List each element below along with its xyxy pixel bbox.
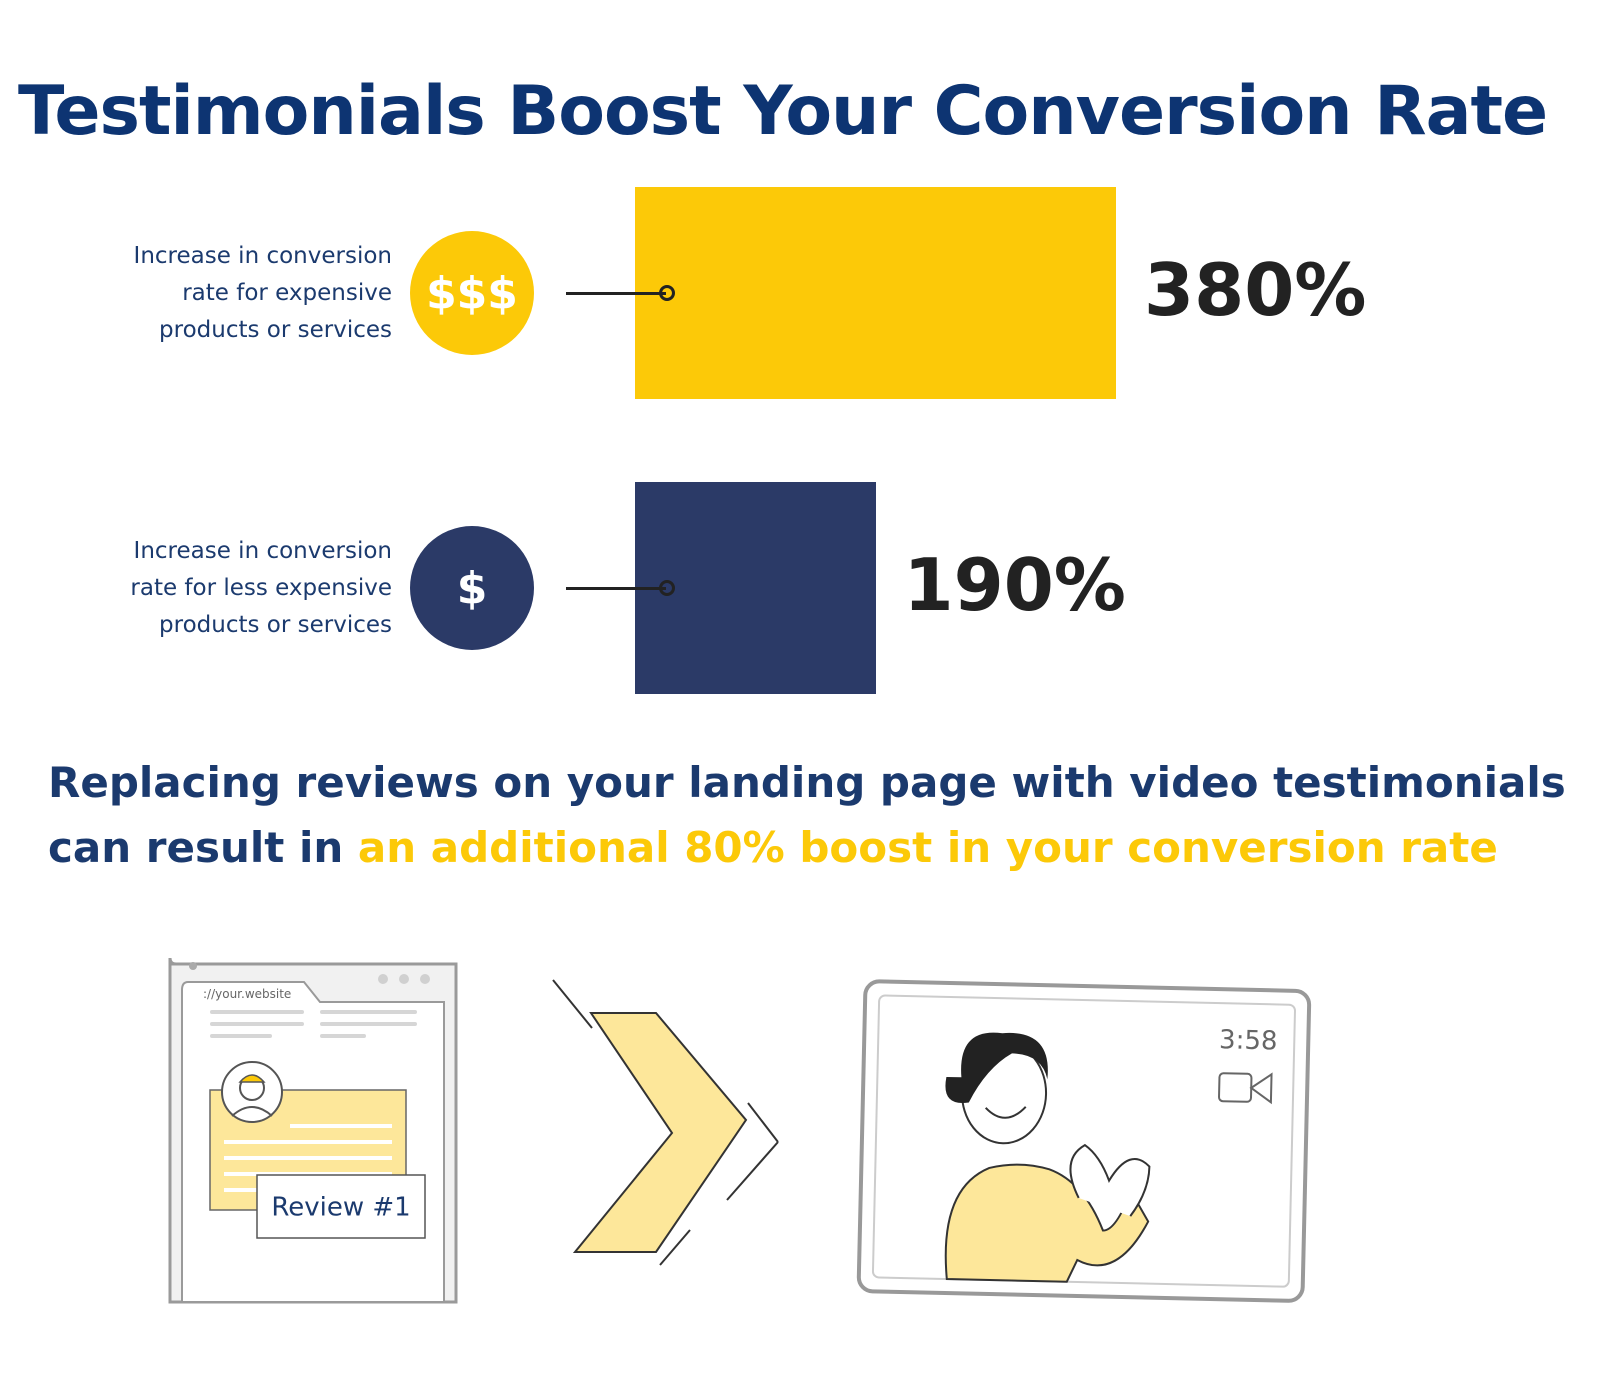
value-label: 380%	[1144, 248, 1367, 332]
connector	[566, 587, 666, 590]
arrow-illustration	[552, 979, 779, 1266]
icon: $$$	[410, 231, 534, 355]
statement-line: Replacing reviews on your landing page w…	[48, 758, 1566, 807]
connector	[566, 292, 666, 295]
category-label: Increase in conversion rate for less exp…	[130, 538, 392, 638]
category-label: Increase in conversion rate for expensiv…	[133, 243, 392, 343]
illustrations: ://your.website Review #1	[168, 957, 1312, 1304]
url-text: ://your.website	[203, 987, 291, 1001]
value-label: 190%	[903, 543, 1126, 627]
icon: $	[410, 526, 534, 650]
connector-dot	[659, 285, 675, 301]
chart-title: Testimonials Boost Your Conversion Rate	[18, 72, 1548, 151]
browser-illustration: ://your.website Review #1	[168, 957, 458, 1304]
statement-highlight: an additional 80% boost in your conversi…	[357, 823, 1498, 872]
review-label: Review #1	[271, 1193, 410, 1223]
video-illustration: 3:58	[856, 979, 1312, 1303]
bar	[635, 482, 876, 694]
connector-dot	[659, 580, 675, 596]
bar	[635, 187, 1116, 399]
statement-text: can result in	[48, 823, 344, 872]
video-time: 3:58	[1219, 1025, 1278, 1056]
statement-line: can result in an additional 80% boost in…	[48, 823, 1498, 872]
